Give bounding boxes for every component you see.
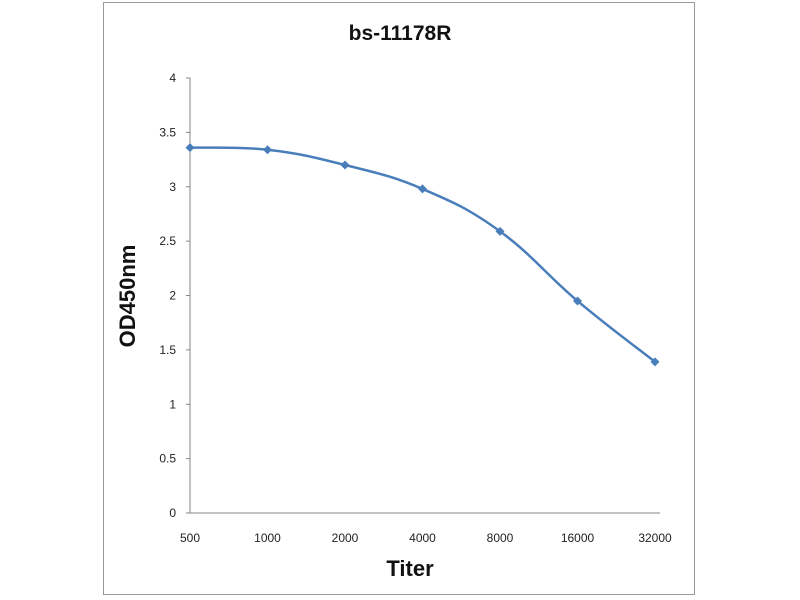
y-tick-label: 2 xyxy=(169,289,176,303)
y-tick-label: 1.5 xyxy=(159,343,176,357)
x-tick-label: 500 xyxy=(180,531,200,545)
x-tick-label: 2000 xyxy=(332,531,359,545)
data-point-4000 xyxy=(418,184,427,194)
chart-frame xyxy=(103,2,695,595)
data-point-500 xyxy=(185,143,195,153)
y-tick-label: 3 xyxy=(169,180,176,194)
chart-title: bs-11178R xyxy=(349,22,452,45)
y-tick-label: 4 xyxy=(169,71,176,85)
y-axis-title: OD450nm xyxy=(115,245,140,348)
x-tick-label: 16000 xyxy=(561,531,595,545)
data-point-2000 xyxy=(340,160,350,170)
series-line xyxy=(189,146,656,363)
x-axis-title: Titer xyxy=(386,556,434,581)
data-point-32000 xyxy=(650,357,660,367)
data-point-1000 xyxy=(263,145,272,155)
y-tick-label: 1 xyxy=(169,397,176,411)
y-tick-labels: 0 0.5 1 1.5 2 2.5 3 3.5 4 xyxy=(159,71,190,520)
y-tick-label: 0.5 xyxy=(159,452,176,466)
x-tick-labels: 500 1000 2000 4000 8000 16000 32000 xyxy=(180,531,672,545)
y-tick-label: 0 xyxy=(169,506,176,520)
y-tick-label: 2.5 xyxy=(159,234,176,248)
x-tick-label: 1000 xyxy=(254,531,281,545)
y-tick-label: 3.5 xyxy=(159,125,176,139)
data-point-8000 xyxy=(495,226,505,236)
x-tick-label: 32000 xyxy=(638,531,672,545)
data-markers xyxy=(185,143,660,367)
data-point-16000 xyxy=(573,296,582,306)
x-tick-label: 8000 xyxy=(487,531,514,545)
x-tick-label: 4000 xyxy=(409,531,436,545)
